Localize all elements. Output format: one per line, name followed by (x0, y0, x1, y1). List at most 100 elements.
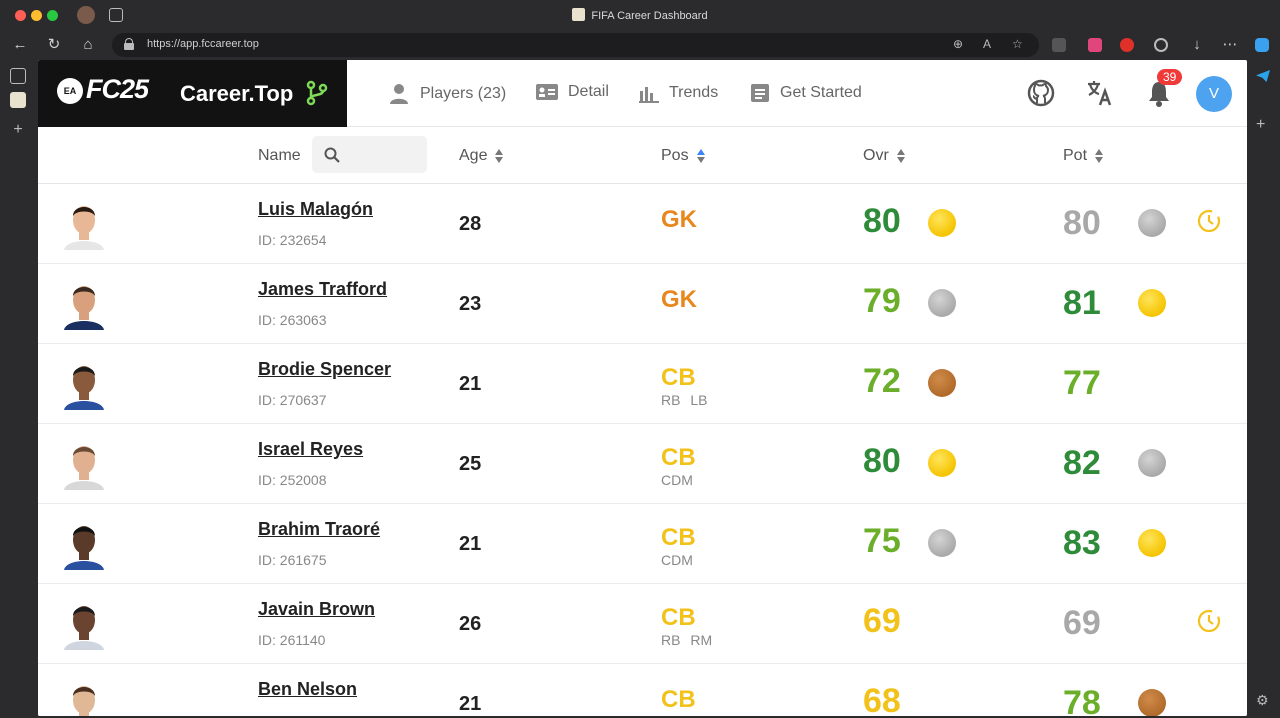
telegram-icon[interactable] (1256, 70, 1270, 82)
nav-players[interactable]: Players (23) (388, 83, 506, 105)
nav-get-started[interactable]: Get Started (750, 83, 862, 103)
player-portrait (64, 606, 104, 650)
bar-chart-icon (639, 87, 659, 103)
git-branch-icon (306, 80, 328, 106)
more-icon[interactable]: ⋯ (1222, 36, 1238, 53)
workspaces-icon[interactable] (109, 8, 123, 22)
tab-actions-icon[interactable] (10, 68, 26, 84)
player-name-link[interactable]: Javain Brown (258, 599, 376, 619)
gold-coin-icon (928, 449, 956, 477)
gold-coin-icon (928, 209, 956, 237)
player-portrait (73, 686, 95, 716)
vertical-tabs-bar: + (0, 60, 38, 718)
home-icon[interactable]: ⌂ (83, 36, 93, 53)
url-text[interactable]: https://app.fccareer.top (147, 38, 259, 50)
minimize-window-button[interactable] (31, 10, 42, 21)
player-name-link[interactable]: James Trafford (258, 279, 388, 299)
gold-coin-icon (1138, 529, 1166, 557)
column-header-pot[interactable]: Pot (1063, 147, 1104, 165)
column-header-age[interactable]: Age (459, 147, 504, 165)
table-row[interactable]: Ben Nelson 21 CB 68 78 (38, 664, 1247, 716)
table-row[interactable]: Israel Reyes ID: 252008 25 CB CDM 80 82 (38, 424, 1247, 504)
favorite-icon[interactable]: ☆ (1012, 37, 1023, 51)
address-bar[interactable]: https://app.fccareer.top ⊕ A ☆ (112, 33, 1039, 57)
player-name-link[interactable]: Brodie Spencer (258, 359, 392, 379)
player-alt-positions: CDM (661, 472, 693, 488)
extensions-icon[interactable] (1154, 38, 1168, 52)
player-id: ID: 261140 (258, 632, 326, 648)
player-position: CB (661, 444, 696, 471)
table-row[interactable]: Brodie Spencer ID: 270637 21 CB RB LB 72 77 (38, 344, 1247, 424)
player-portrait (64, 206, 104, 250)
notification-badge: 39 (1157, 69, 1183, 85)
search-icon (324, 147, 340, 163)
close-window-button[interactable] (15, 10, 26, 21)
player-position: GK (661, 286, 697, 313)
table-row[interactable]: Javain Brown ID: 261140 26 CB RB RM 69 69 (38, 584, 1247, 664)
player-overall: 72 (863, 362, 901, 400)
player-position: CB (661, 686, 696, 713)
brand-logo[interactable]: EA FC25 Career.Top (38, 60, 347, 127)
profile-avatar[interactable] (77, 6, 95, 24)
add-sidebar-app-icon[interactable]: + (1256, 116, 1266, 133)
player-portrait (64, 526, 104, 570)
player-name-link[interactable]: Luis Malagón (258, 199, 374, 219)
favicon-icon (572, 8, 586, 21)
translate-icon[interactable] (1086, 79, 1114, 107)
player-potential: 77 (1063, 364, 1101, 402)
site-name: Career.Top (180, 81, 294, 106)
back-icon[interactable]: ← (12, 36, 28, 53)
player-potential: 69 (1063, 604, 1101, 642)
bronze-coin-icon (1138, 689, 1166, 716)
player-id: ID: 261675 (258, 552, 327, 568)
zoom-icon[interactable]: ⊕ (953, 37, 964, 51)
column-header-pos[interactable]: Pos (661, 147, 706, 165)
nav-label: Get Started (780, 84, 862, 101)
silver-coin-icon (1138, 449, 1166, 477)
player-id: ID: 232654 (258, 232, 327, 248)
history-clock-icon[interactable] (1196, 608, 1222, 634)
player-age: 25 (459, 453, 482, 475)
column-header-ovr[interactable]: Ovr (863, 147, 906, 165)
table-row[interactable]: Brahim Traoré ID: 261675 21 CB CDM 75 83 (38, 504, 1247, 584)
notification-bell-icon[interactable] (1146, 79, 1172, 107)
player-age: 28 (459, 213, 482, 235)
copilot-icon[interactable] (1255, 38, 1269, 52)
window-title: FIFA Career Dashboard (0, 8, 1280, 22)
settings-icon[interactable]: ⚙ (1256, 692, 1269, 708)
nav-trends[interactable]: Trends (639, 83, 718, 103)
maximize-window-button[interactable] (47, 10, 58, 21)
fc-logo: FC25 (86, 74, 149, 104)
player-portrait (64, 366, 104, 410)
user-avatar[interactable]: V (1196, 76, 1232, 112)
player-name-link[interactable]: Israel Reyes (258, 439, 364, 459)
reload-icon[interactable]: ↻ (47, 36, 61, 53)
history-clock-icon[interactable] (1196, 208, 1222, 234)
player-age: 23 (459, 293, 482, 315)
nav-label: Detail (568, 83, 609, 100)
active-tab-favicon-icon[interactable] (10, 92, 26, 108)
browser-toolbar: ← ↻ ⌂ https://app.fccareer.top ⊕ A ☆ ↓ ⋯ (0, 30, 1280, 60)
web-page: EA FC25 Career.Top Players (23) Detail T… (38, 60, 1247, 716)
player-id: ID: 252008 (258, 472, 327, 488)
extension-icon[interactable] (1088, 38, 1102, 52)
read-aloud-icon[interactable]: A (983, 37, 992, 51)
player-age: 21 (459, 693, 482, 715)
player-overall: 80 (863, 202, 901, 240)
downloads-icon[interactable]: ↓ (1193, 36, 1201, 53)
player-name-link[interactable]: Ben Nelson (258, 679, 358, 699)
extension-icon[interactable] (1052, 38, 1066, 52)
player-position: CB (661, 524, 696, 551)
player-name-link[interactable]: Brahim Traoré (258, 519, 381, 539)
github-icon[interactable] (1027, 79, 1055, 107)
nav-detail[interactable]: Detail (536, 83, 609, 101)
document-icon (751, 84, 769, 102)
player-position: CB (661, 604, 696, 631)
new-tab-icon[interactable]: + (13, 121, 23, 138)
ea-logo: EA (57, 78, 83, 104)
player-potential: 81 (1063, 284, 1101, 322)
table-row[interactable]: James Trafford ID: 263063 23 GK 79 81 (38, 264, 1247, 344)
table-row[interactable]: Luis Malagón ID: 232654 28 GK 80 80 (38, 184, 1247, 264)
name-search-input[interactable] (312, 136, 427, 173)
extension-icon[interactable] (1120, 38, 1134, 52)
